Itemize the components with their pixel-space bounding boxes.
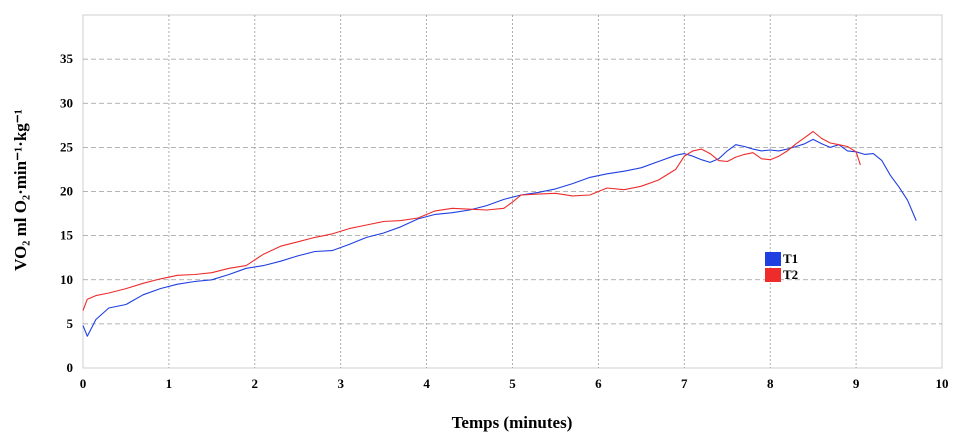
- series-line-t2: [82, 130, 861, 311]
- x-tick-label: 9: [853, 376, 860, 391]
- y-tick-labels: 0 5 10 15 20 25 30 35: [60, 51, 74, 375]
- x-tick-label: 5: [509, 376, 516, 391]
- x-tick-label: 2: [252, 376, 259, 391]
- y-tick-label: 30: [60, 95, 73, 110]
- x-axis-title: Temps (minutes): [452, 413, 573, 432]
- y-tick-label: 25: [60, 139, 74, 154]
- series-layer: [82, 130, 917, 337]
- y-axis-title: VO₂ ml O₂·min⁻¹·kg⁻¹: [11, 109, 30, 271]
- x-tick-label: 7: [681, 376, 688, 391]
- legend-swatch-t1: [765, 252, 781, 266]
- y-tick-label: 20: [60, 184, 73, 199]
- x-tick-label: 6: [595, 376, 602, 391]
- x-tick-label: 8: [767, 376, 774, 391]
- legend-label-t2: T2: [783, 267, 798, 282]
- y-tick-label: 0: [67, 360, 74, 375]
- legend: T1 T2: [765, 251, 798, 282]
- x-tick-label: 0: [80, 376, 87, 391]
- x-tick-label: 3: [337, 376, 344, 391]
- y-tick-label: 5: [67, 316, 74, 331]
- y-tick-label: 35: [60, 51, 74, 66]
- series-line-t1: [82, 138, 917, 337]
- y-tick-label: 15: [60, 228, 74, 243]
- x-tick-label: 1: [166, 376, 173, 391]
- legend-label-t1: T1: [783, 251, 798, 266]
- x-tick-label: 10: [936, 376, 949, 391]
- x-tick-labels: 0 1 2 3 4 5 6 7 8 9 10: [80, 376, 949, 391]
- y-tick-label: 10: [60, 272, 73, 287]
- legend-swatch-t2: [765, 268, 781, 282]
- x-tick-label: 4: [423, 376, 430, 391]
